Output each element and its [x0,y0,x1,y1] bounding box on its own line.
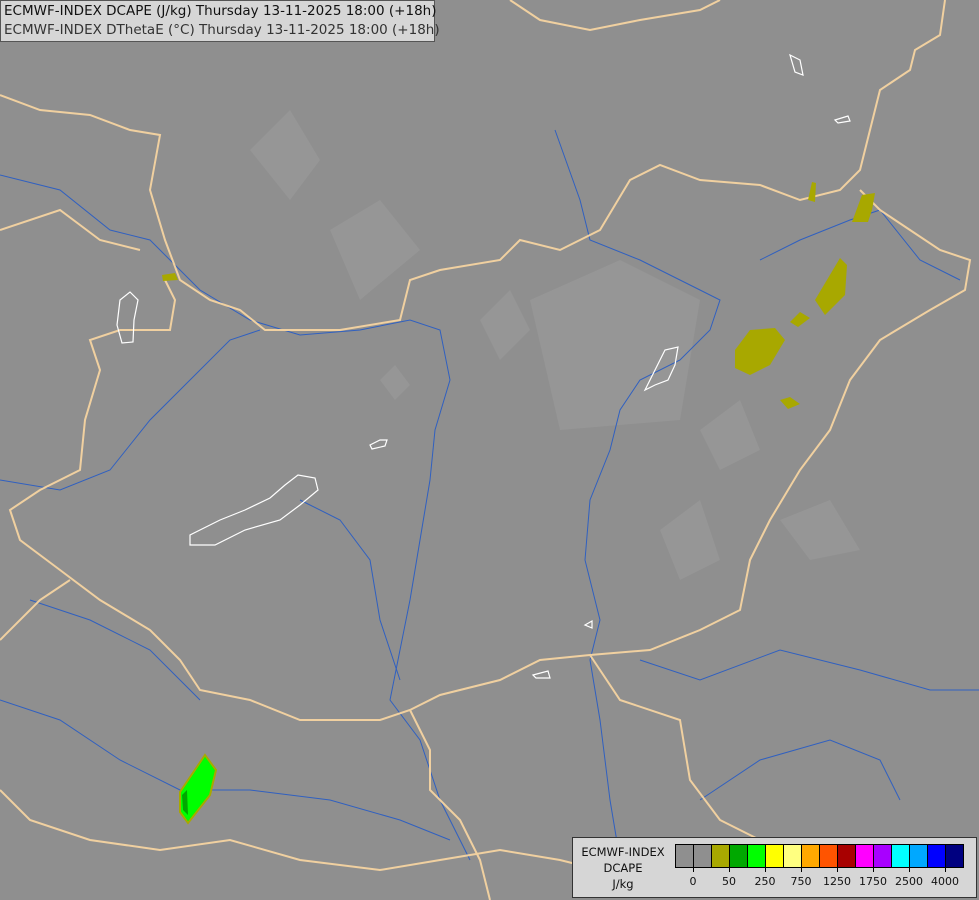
dcape-area-low [815,258,847,315]
river-lines [0,129,979,861]
dcape-area-low [162,273,178,281]
legend-swatch [910,845,928,867]
dcape-areas [162,182,875,825]
legend-swatch [838,845,856,867]
dcape-area-low [735,328,785,375]
lake-velence [369,439,388,450]
legend-swatch [784,845,802,867]
dcape-area-low [852,193,875,222]
shading-pattern [250,110,860,580]
legend-swatch [946,845,963,867]
title-line-dcape: ECMWF-INDEX DCAPE (J/kg) Thursday 13-11-… [4,3,437,19]
legend-swatch [856,845,874,867]
dcape-area-low [808,182,816,202]
legend-tick-mark [729,867,730,872]
title-line-dthetae: ECMWF-INDEX DThetaE (°C) Thursday 13-11-… [4,22,440,38]
legend-swatch [820,845,838,867]
legend-tick-mark [945,867,946,872]
legend-tick-label: 50 [722,875,736,888]
legend-unit: J/kg [612,877,634,891]
map-title-box: ECMWF-INDEX DCAPE (J/kg) Thursday 13-11-… [0,0,440,42]
legend-ticks: 0 50 250 750 1250 1750 2500 4000 [675,867,965,893]
lakes [116,53,851,679]
legend-swatch [748,845,766,867]
legend-swatch [874,845,892,867]
legend-tick-mark [909,867,910,872]
legend-swatch [676,845,694,867]
legend-tick-label: 750 [790,875,812,888]
dcape-area-low [780,397,800,409]
legend-title-line1: ECMWF-INDEX [581,845,665,859]
legend-tick-mark [765,867,766,872]
lake-neusiedl [116,291,139,344]
lake-east [643,346,679,392]
legend-swatches [675,844,964,868]
legend-tick-label: 1750 [859,875,887,888]
dcape-area-50 [182,790,188,815]
legend-tick-mark [693,867,694,872]
dcape-area-250 [179,753,218,825]
legend-tick-label: 0 [689,875,697,888]
legend-tick-mark [801,867,802,872]
dcape-area-low [790,312,810,327]
legend-tick-mark [837,867,838,872]
legend-swatch [712,845,730,867]
legend-tick-mark [873,867,874,872]
legend-swatch [694,845,712,867]
legend-tick-label: 250 [754,875,776,888]
legend-title: ECMWF-INDEX DCAPE J/kg [575,844,671,892]
legend-tick-label: 1250 [823,875,851,888]
legend-swatch [802,845,820,867]
legend-swatch [730,845,748,867]
legend-swatch [892,845,910,867]
legend-title-line2: DCAPE [603,861,643,875]
color-legend: ECMWF-INDEX DCAPE J/kg 0 50 250 750 1250 1750… [572,837,977,898]
legend-swatch [766,845,784,867]
legend-swatch [928,845,946,867]
legend-tick-label: 4000 [931,875,959,888]
legend-tick-label: 2500 [895,875,923,888]
lake-balaton [189,474,319,546]
